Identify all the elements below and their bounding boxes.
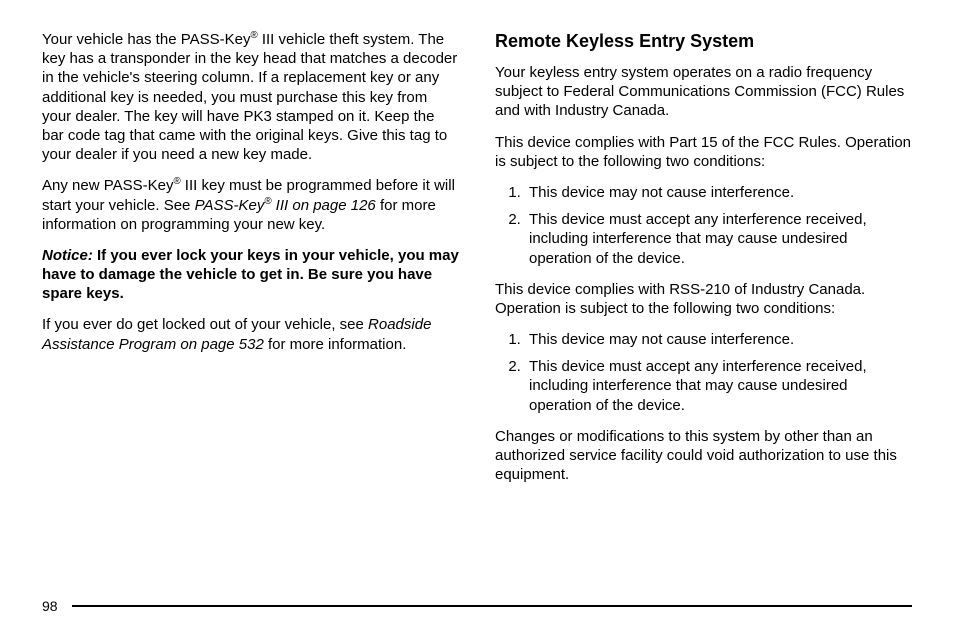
section-heading: Remote Keyless Entry System bbox=[495, 30, 912, 53]
left-paragraph-4: If you ever do get locked out of your ve… bbox=[42, 315, 459, 353]
text-run: If you ever do get locked out of your ve… bbox=[42, 316, 368, 333]
text-run: Your vehicle has the PASS-Key bbox=[42, 31, 250, 48]
page-columns: Your vehicle has the PASS-Key® III vehic… bbox=[42, 30, 912, 496]
list-item: This device must accept any interference… bbox=[525, 357, 912, 415]
right-paragraph-2: This device complies with Part 15 of the… bbox=[495, 133, 912, 171]
page-number: 98 bbox=[42, 598, 58, 614]
ic-conditions-list: This device may not cause interference. … bbox=[519, 330, 912, 415]
fcc-conditions-list: This device may not cause interference. … bbox=[519, 183, 912, 268]
cross-ref: PASS-Key bbox=[195, 197, 265, 214]
text-run: III vehicle theft system. The key has a … bbox=[42, 31, 457, 163]
list-item: This device may not cause interference. bbox=[525, 330, 912, 349]
right-paragraph-3: This device complies with RSS-210 of Ind… bbox=[495, 280, 912, 318]
right-column: Remote Keyless Entry System Your keyless… bbox=[495, 30, 912, 496]
text-run: for more information. bbox=[264, 336, 407, 353]
right-paragraph-4: Changes or modifications to this system … bbox=[495, 427, 912, 485]
registered-mark: ® bbox=[250, 30, 257, 41]
notice-label: Notice: bbox=[42, 247, 93, 264]
list-item: This device must accept any interference… bbox=[525, 210, 912, 268]
registered-mark: ® bbox=[173, 176, 180, 187]
page-footer: 98 bbox=[42, 598, 912, 614]
left-paragraph-2: Any new PASS-Key® III key must be progra… bbox=[42, 176, 459, 234]
notice-text: If you ever lock your keys in your vehic… bbox=[42, 247, 459, 302]
cross-ref: III on page 126 bbox=[272, 197, 376, 214]
left-column: Your vehicle has the PASS-Key® III vehic… bbox=[42, 30, 459, 496]
registered-mark: ® bbox=[264, 196, 271, 207]
list-item: This device may not cause interference. bbox=[525, 183, 912, 202]
notice-paragraph: Notice: If you ever lock your keys in yo… bbox=[42, 246, 459, 304]
footer-rule bbox=[72, 605, 912, 607]
text-run: Any new PASS-Key bbox=[42, 177, 173, 194]
left-paragraph-1: Your vehicle has the PASS-Key® III vehic… bbox=[42, 30, 459, 164]
right-paragraph-1: Your keyless entry system operates on a … bbox=[495, 63, 912, 121]
